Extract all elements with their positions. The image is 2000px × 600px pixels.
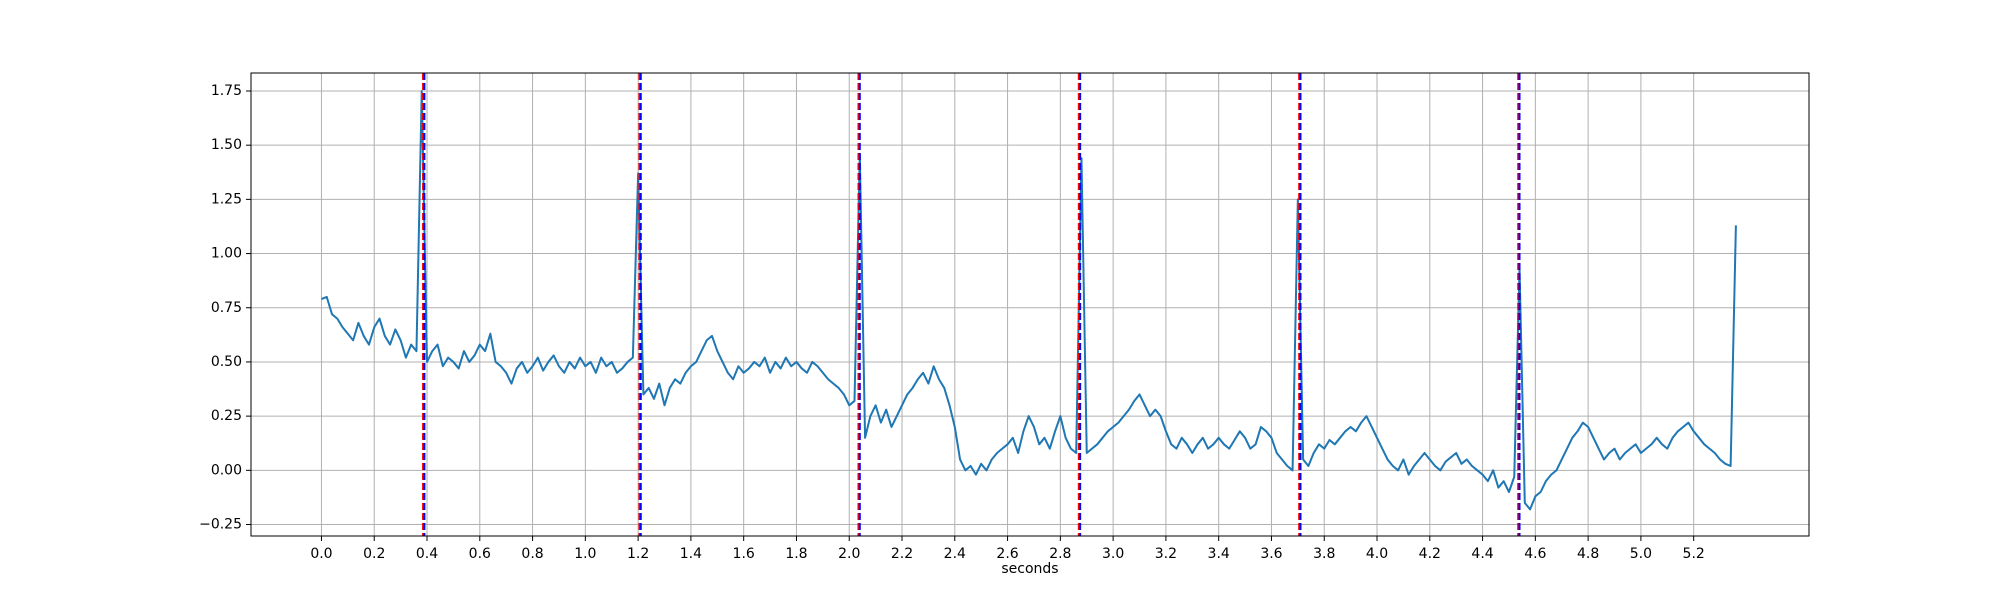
- signal-line: [321, 89, 1737, 511]
- x-tick-label: 2.6: [996, 546, 1018, 562]
- x-tick-label: 0.2: [363, 546, 385, 562]
- y-tick-label: −0.25: [199, 517, 242, 533]
- y-tick-label: 0.75: [211, 300, 242, 316]
- x-tick-label: 5.0: [1630, 546, 1652, 562]
- x-tick-label: 0.8: [521, 546, 543, 562]
- x-tick-label: 2.8: [1049, 546, 1071, 562]
- x-tick-label: 3.0: [1102, 546, 1124, 562]
- x-tick-label: 1.4: [680, 546, 702, 562]
- x-tick-label: 0.4: [416, 546, 438, 562]
- x-tick-label: 2.4: [944, 546, 966, 562]
- x-tick-label: 3.8: [1313, 546, 1335, 562]
- x-tick-label: 4.6: [1524, 546, 1546, 562]
- x-tick-label: 2.2: [891, 546, 913, 562]
- plot-frame: [250, 72, 1810, 537]
- x-tick-label: 4.4: [1471, 546, 1493, 562]
- x-tick-label: 1.2: [627, 546, 649, 562]
- y-tick-label: 1.75: [211, 83, 242, 99]
- x-tick-label: 5.2: [1683, 546, 1705, 562]
- y-tick-label: 1.00: [211, 246, 242, 262]
- y-tick-label: 0.25: [211, 408, 242, 424]
- x-tick-label: 1.0: [574, 546, 596, 562]
- y-tick-label: 1.25: [211, 191, 242, 207]
- x-tick-label: 2.0: [838, 546, 860, 562]
- x-tick-label: 3.6: [1260, 546, 1282, 562]
- x-tick-label: 3.4: [1208, 546, 1230, 562]
- x-tick-label: 4.8: [1577, 546, 1599, 562]
- x-tick-label: 0.0: [310, 546, 332, 562]
- x-tick-label: 0.6: [469, 546, 491, 562]
- y-tick-label: 0.50: [211, 354, 242, 370]
- x-tick-label: 4.0: [1366, 546, 1388, 562]
- x-tick-label: 3.2: [1155, 546, 1177, 562]
- y-tick-label: 0.00: [211, 462, 242, 478]
- x-axis-label: seconds: [1001, 561, 1058, 577]
- x-tick-label: 1.6: [733, 546, 755, 562]
- x-tick-label: 1.8: [785, 546, 807, 562]
- x-tick-label: 4.2: [1419, 546, 1441, 562]
- y-tick-label: 1.50: [211, 137, 242, 153]
